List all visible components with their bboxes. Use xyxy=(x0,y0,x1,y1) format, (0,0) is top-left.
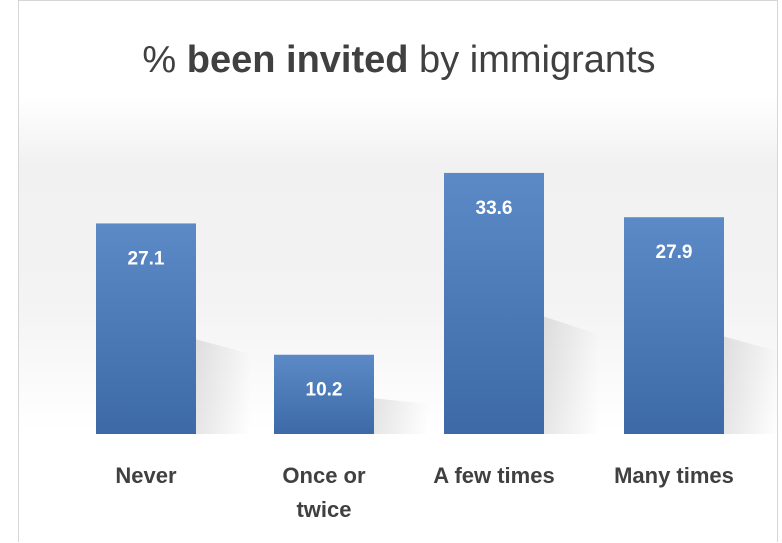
bar-shadow xyxy=(544,316,599,434)
chart-area: % been invited by immigrants 27.1 10.2 33.… xyxy=(18,0,779,542)
chart-title-suffix: by immigrants xyxy=(408,39,656,81)
category-label: Many times xyxy=(604,459,744,493)
category-label-line: Never xyxy=(115,463,177,488)
chart-title-prefix: % xyxy=(142,39,187,81)
data-label: 33.6 xyxy=(476,198,513,219)
chart-title-bold: been invited xyxy=(186,39,409,81)
bar xyxy=(96,223,196,434)
data-label: 27.9 xyxy=(656,242,693,263)
category-label: Never xyxy=(76,459,216,493)
bar-shadow xyxy=(724,336,779,434)
data-label: 27.1 xyxy=(128,248,165,269)
chart-title: % been invited by immigrants xyxy=(19,39,779,82)
bar xyxy=(274,354,374,434)
bar xyxy=(624,217,724,434)
bar xyxy=(444,172,544,435)
data-label: 10.2 xyxy=(306,380,343,401)
category-label: Once or twice xyxy=(254,459,394,527)
category-label-line: Once or xyxy=(282,463,366,488)
plot-area: 27.1 10.2 33.6 27.9 xyxy=(96,172,779,435)
bar-shadow xyxy=(196,339,251,434)
category-label-line: twice xyxy=(296,497,352,522)
category-label-line: Many times xyxy=(614,463,734,488)
bar-shadow xyxy=(374,398,429,434)
category-label: A few times xyxy=(424,459,564,493)
category-label-line: A few times xyxy=(433,463,555,488)
